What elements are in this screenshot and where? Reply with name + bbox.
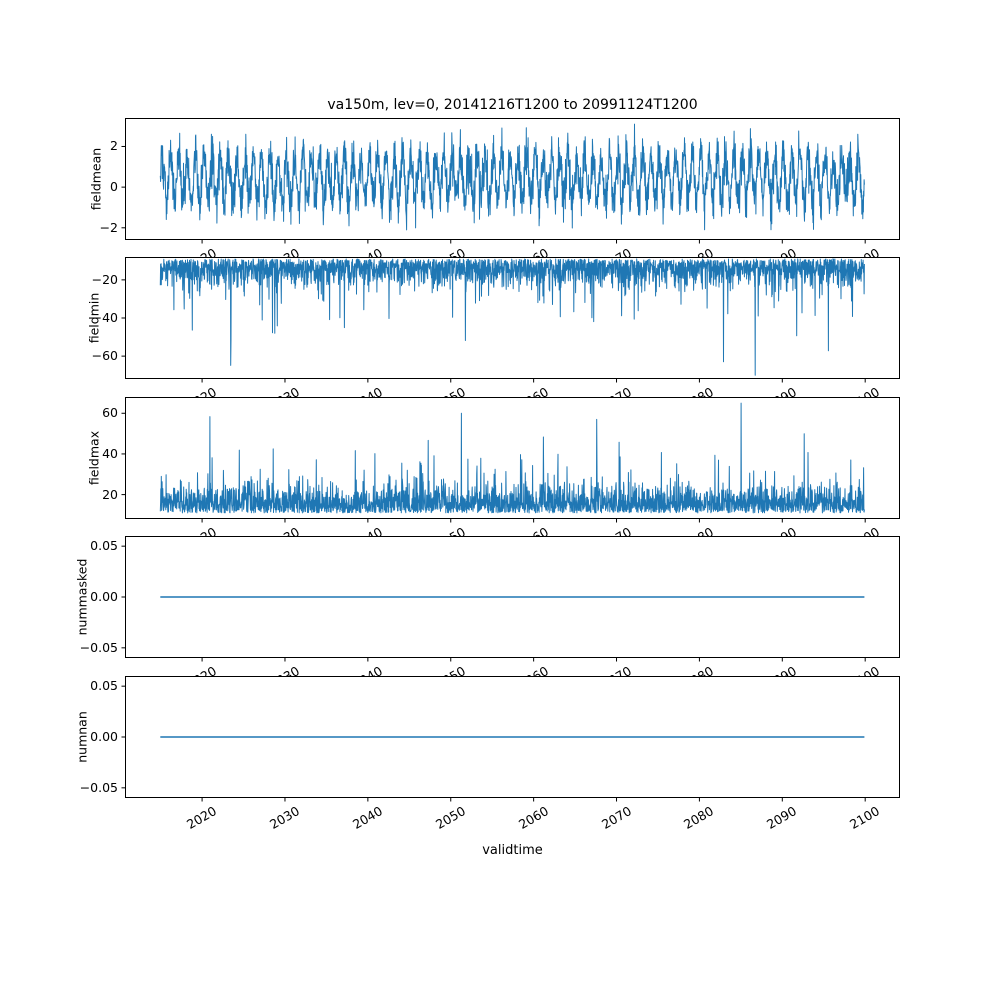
x-tick-label: 2060 [516,663,551,676]
plot-area-fieldmean [121,118,900,244]
y-tick-label: −0.05 [79,639,118,655]
y-tick-label: 0.00 [90,729,118,744]
x-tick-label: 2070 [598,245,633,257]
x-tick-label: 2080 [681,663,716,676]
y-tick-label: 0.05 [90,678,118,694]
x-tick-label: 2030 [267,384,302,397]
x-tick-label: 2050 [433,245,468,257]
axes-fieldmax [121,397,900,523]
y-tick-label: 20 [102,486,118,502]
y-tick-label: 0.00 [90,589,118,604]
x-tick-label: 2100 [847,384,882,397]
x-tick-label: 2060 [516,245,551,257]
x-tick-label: 2100 [847,524,882,536]
x-tick-label: 2030 [266,803,302,833]
x-tick-labels-fieldmin: 2020 2030 2040 2050 2060 2070 2080 2090 2100 [125,379,900,397]
x-tick-label: 2080 [681,384,716,397]
x-tick-label: 2040 [350,245,385,257]
y-tick-label: 0 [110,179,118,195]
x-tick-label: 2060 [515,803,551,833]
plot-area-fieldmin [121,257,900,383]
axes-fieldmean [121,118,900,244]
x-tick-label: 2020 [184,803,220,833]
x-tick-label: 2060 [516,524,551,536]
x-tick-labels-nummasked: 2020 2030 2040 2050 2060 2070 2080 2090 2100 [125,658,900,676]
x-tick-labels-numnan: 2020 2030 2040 2050 2060 2070 2080 2090 2100 [125,798,900,838]
x-tick-label: 2050 [433,384,468,397]
x-tick-label: 2050 [433,524,468,536]
x-tick-label: 2100 [847,803,883,833]
y-tick-label: 2 [110,138,118,154]
plot-area-fieldmax [121,397,900,523]
x-tick-label: 2020 [184,245,219,257]
plot-area-numnan [121,676,900,802]
y-tick-labels-numnan: 0.05 0.00 −0.05 [0,676,118,798]
x-tick-label: 2020 [184,384,219,397]
x-tick-label: 2090 [764,384,799,397]
x-tick-label: 2060 [516,384,551,397]
x-tick-label: 2070 [598,384,633,397]
y-tick-labels-fieldmin: −20 −40 −60 [0,257,118,379]
axes-numnan [121,676,900,802]
y-tick-label: −40 [91,310,118,325]
x-tick-label: 2050 [432,803,468,833]
x-tick-label: 2040 [350,663,385,676]
y-tick-label: 0.05 [90,538,118,554]
subplot-fieldmean: fieldmean 20−2 2020203020402050206020702… [0,118,1000,257]
x-tick-label: 2100 [847,663,882,676]
x-tick-labels-fieldmax: 2020 2030 2040 2050 2060 2070 2080 2090 2100 [125,519,900,536]
axes-fieldmin [121,257,900,383]
x-tick-label: 2030 [267,663,302,676]
x-tick-label: 2020 [184,524,219,536]
y-tick-label: 60 [102,405,118,421]
x-tick-label: 2090 [764,245,799,257]
x-tick-label: 2100 [847,245,882,257]
x-tick-label: 2080 [681,803,717,833]
y-tick-label: 40 [102,445,118,461]
x-tick-label: 2040 [349,803,385,833]
x-tick-label: 2090 [764,524,799,536]
plot-title: va150m, lev=0, 20141216T1200 to 20991124… [327,97,698,113]
x-tick-label: 2070 [598,803,634,833]
y-tick-label: −60 [91,348,118,364]
x-tick-label: 2030 [267,245,302,257]
x-tick-label: 2080 [681,524,716,536]
y-tick-label: −20 [91,271,118,287]
y-tick-labels-fieldmean: 2 0 −2 [0,118,118,240]
x-tick-label: 2040 [350,524,385,536]
subplot-numnan: numnan 0.05 0.00 −0.05 2020 2030 2040 2050 206… [0,676,1000,832]
x-tick-label: 2070 [598,524,633,536]
x-tick-label: 2090 [764,663,799,676]
subplot-fieldmin: fieldmin −20−40−60 202020302040205020602… [0,257,1000,397]
plot-area-nummasked [121,536,900,662]
x-tick-label: 2090 [764,803,800,833]
x-tick-label: 2030 [267,524,302,536]
y-tick-label: −0.05 [79,779,118,795]
x-tick-label: 2080 [681,245,716,257]
x-tick-labels-fieldmean: 2020 2030 2040 2050 2060 2070 2080 2090 2100 [125,240,900,257]
axes-nummasked [121,536,900,662]
x-tick-label: 2040 [350,384,385,397]
x-tick-label: 2020 [184,663,219,676]
y-tick-labels-nummasked: 0.05 0.00 −0.05 [0,536,118,658]
subplot-nummasked: nummasked 0.050.00−0.05 2020203020402050… [0,536,1000,676]
y-tick-label: −2 [99,219,118,235]
y-tick-labels-fieldmax: 60 40 20 [0,397,118,519]
x-axis-label: validtime [482,843,543,858]
x-tick-label: 2050 [433,663,468,676]
x-tick-label: 2070 [598,663,633,676]
